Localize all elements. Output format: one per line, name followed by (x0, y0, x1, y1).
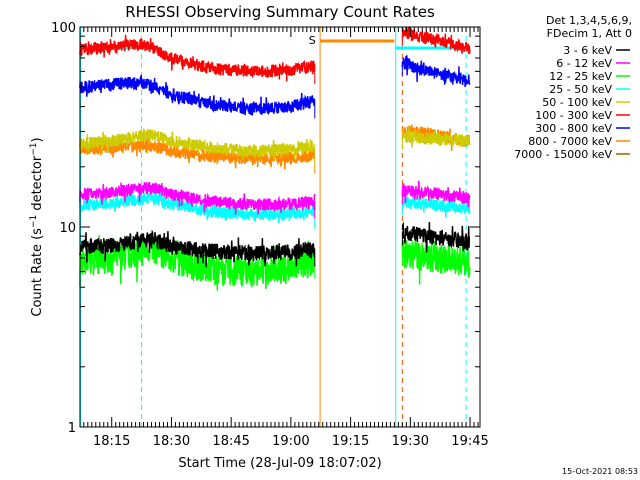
series-2-segment-1 (401, 239, 471, 285)
legend-header-line2: FDecim 1, Att 0 (547, 27, 632, 40)
y-tick-label-0: 1 (68, 421, 76, 436)
plot-area: S (79, 25, 471, 427)
legend-label-6: 300 - 800 keV (535, 122, 612, 135)
x-tick-label-4: 19:15 (332, 434, 369, 449)
series-3-segment-1 (401, 195, 471, 218)
y-tick-label-1: 10 (59, 221, 76, 236)
legend-label-7: 800 - 7000 keV (528, 135, 612, 148)
annotation-label-0: S (309, 34, 316, 47)
x-tick-label-3: 19:00 (272, 434, 309, 449)
legend: Det 1,3,4,5,6,9, FDecim 1, Att 0 3 - 6 k… (514, 14, 632, 161)
series-5-segment-0 (79, 34, 316, 82)
legend-label-8: 7000 - 15000 keV (514, 148, 612, 161)
series-0-segment-1 (401, 221, 471, 253)
series-4-segment-1 (401, 126, 471, 148)
series-6-segment-1 (401, 55, 471, 88)
series-5-segment-1 (401, 25, 471, 55)
render-timestamp: 15-Oct-2021 08:53 (562, 467, 638, 476)
plot-frame (79, 26, 481, 428)
y-tick-label-2: 100 (51, 21, 76, 36)
x-tick-label-6: 19:45 (451, 434, 488, 449)
legend-label-5: 100 - 300 keV (535, 109, 612, 122)
series-0-segment-0 (79, 229, 316, 268)
series-1-segment-1 (401, 180, 471, 208)
legend-label-3: 25 - 50 keV (549, 83, 612, 96)
x-tick-label-5: 19:30 (392, 434, 429, 449)
legend-label-0: 3 - 6 keV (563, 44, 612, 57)
chart-title: RHESSI Observing Summary Count Rates (125, 3, 435, 21)
legend-label-2: 12 - 25 keV (549, 70, 612, 83)
y-axis-label: Count Rate (s−1 detector−1) (29, 137, 45, 316)
x-tick-label-0: 18:15 (93, 434, 130, 449)
legend-label-1: 6 - 12 keV (556, 57, 612, 70)
series-6-segment-0 (79, 74, 316, 116)
series-4-segment-0 (79, 127, 316, 162)
x-tick-label-2: 18:45 (212, 434, 249, 449)
legend-header-line1: Det 1,3,4,5,6,9, (546, 14, 632, 27)
x-tick-label-1: 18:30 (153, 434, 190, 449)
series-1-segment-0 (79, 181, 316, 215)
x-axis-label: Start Time (28-Jul-09 18:07:02) (178, 456, 381, 471)
axes: 1 10 100 18:15 18:30 18:45 19:00 19:15 19:30 19:4… (51, 21, 489, 449)
legend-label-4: 50 - 100 keV (542, 96, 612, 109)
